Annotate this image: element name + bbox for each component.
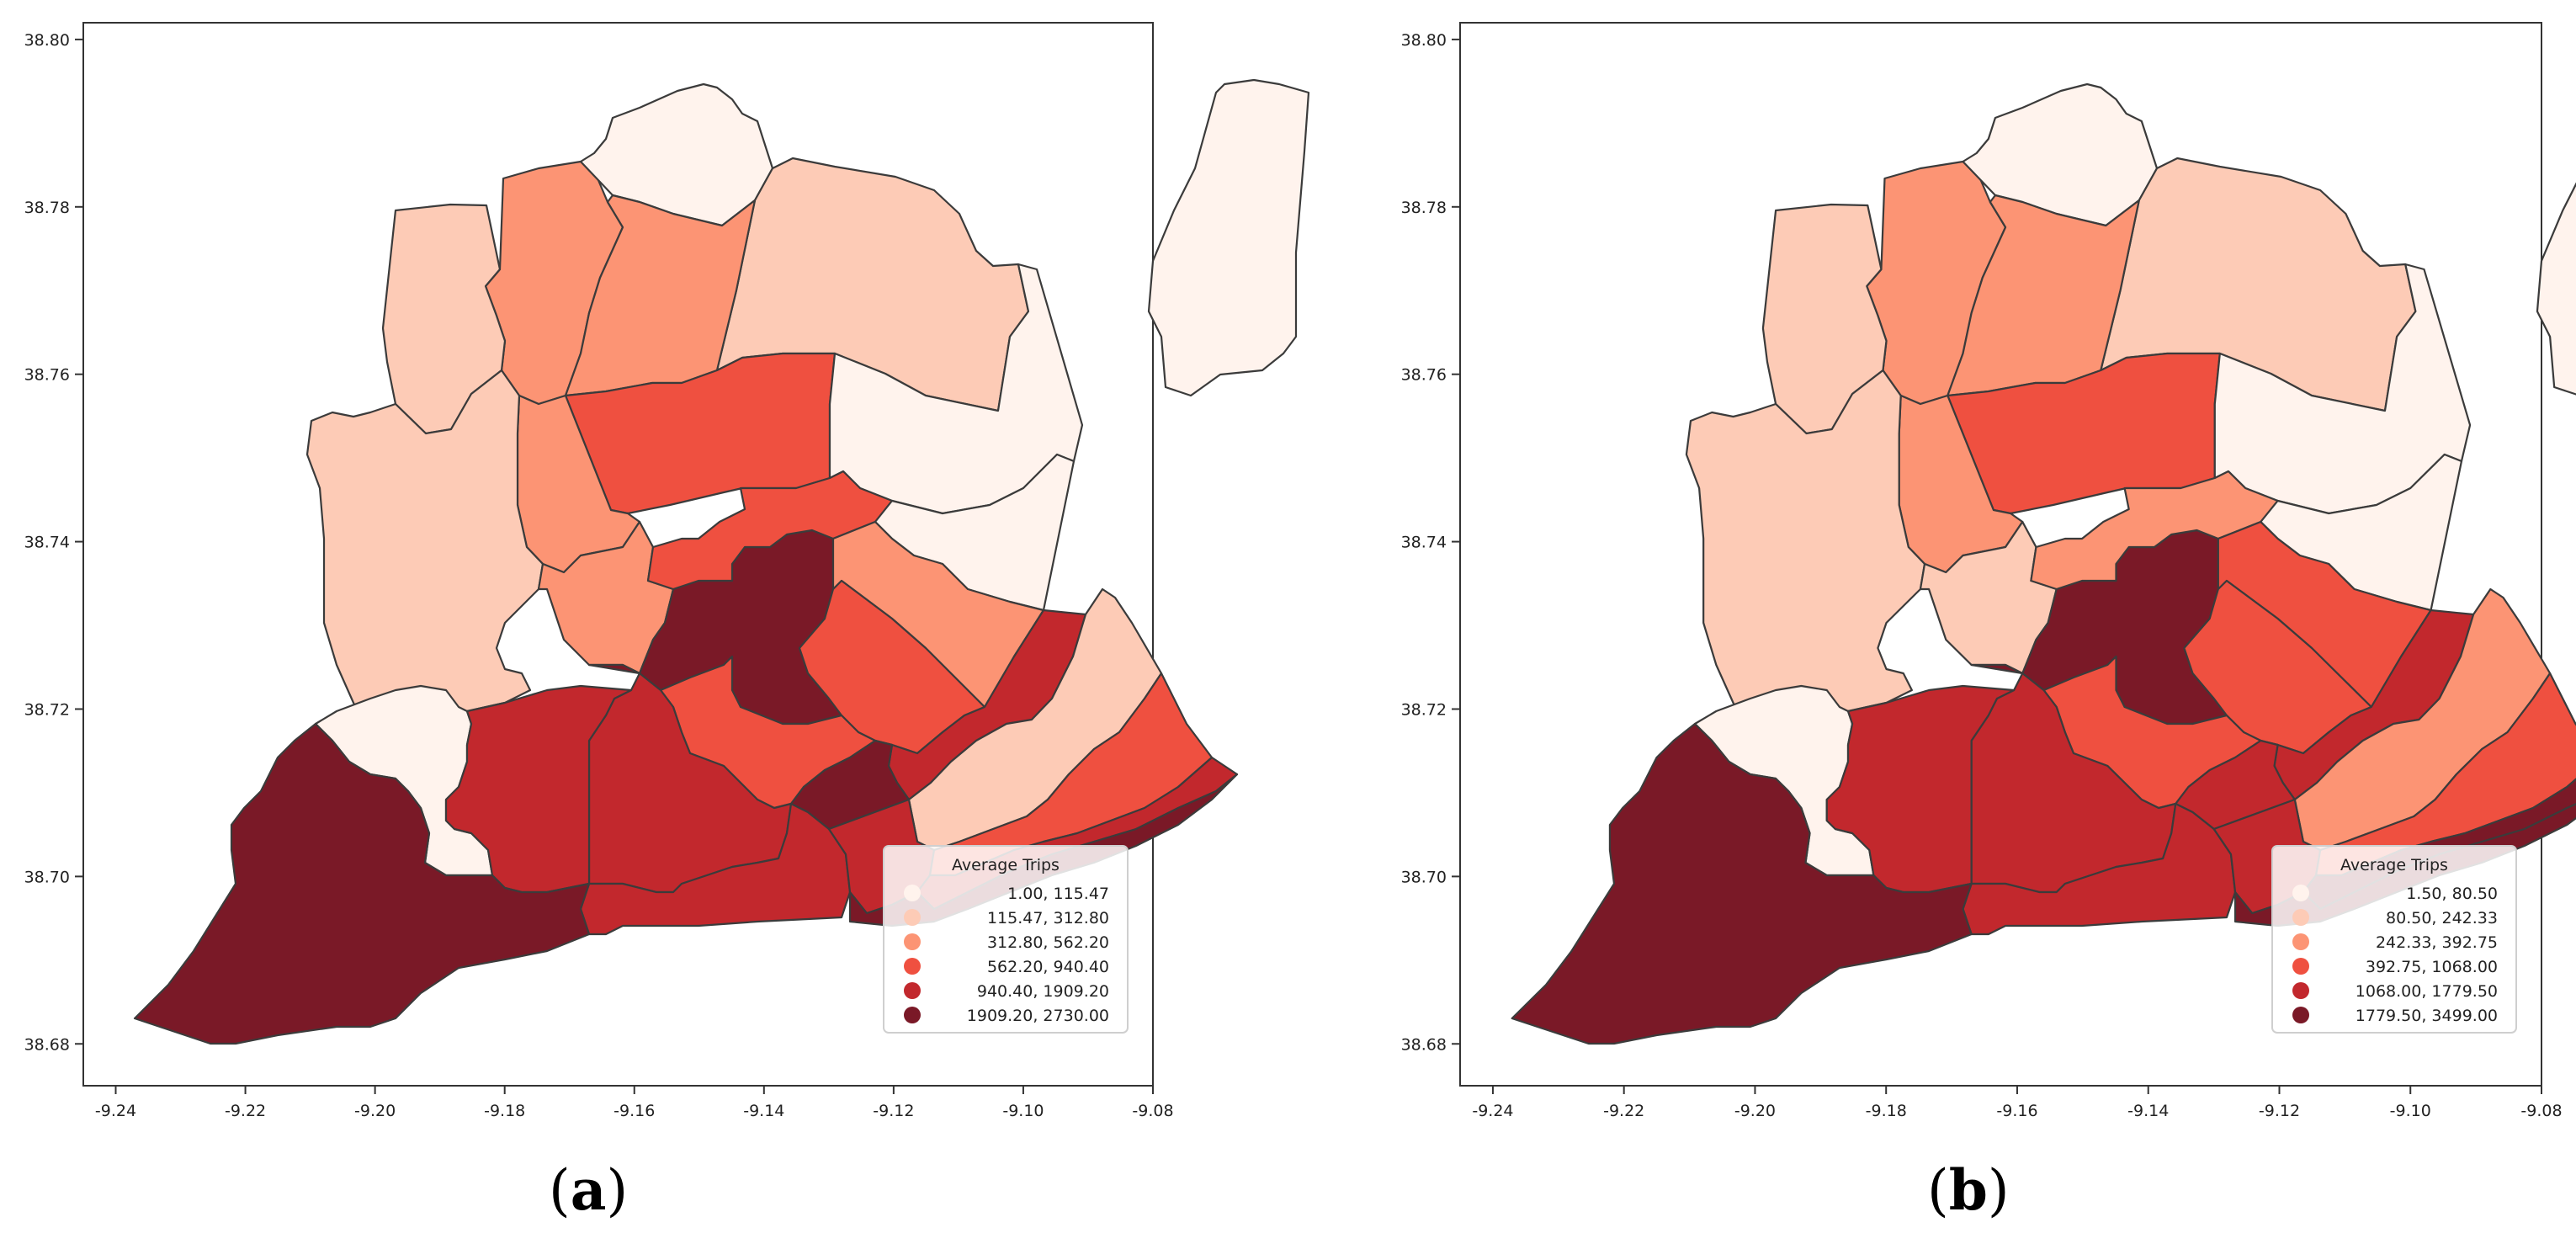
x-tick-label: -9.12 [873, 1102, 914, 1120]
y-tick-label: 38.80 [1401, 31, 1447, 50]
x-tick-label: -9.18 [1866, 1102, 1907, 1120]
panel-label-b: (b) [1927, 1157, 2010, 1223]
parish-region [305, 369, 544, 742]
legend-swatch [2292, 982, 2309, 999]
legend: Average Trips 1.00, 115.47 115.47, 312.80 3… [883, 845, 1129, 1034]
parish-region [133, 722, 591, 1045]
parish-region [1147, 78, 1310, 397]
legend-swatch [904, 982, 921, 999]
legend-label: 392.75, 1068.00 [2366, 958, 2498, 976]
map-panel-b: 38.68 38.70 38.72 38.74 38.76 38.78 38.80 -9.24… [1401, 22, 2576, 1120]
legend-swatch [904, 909, 921, 926]
legend-label: 1779.50, 3499.00 [2356, 1007, 2498, 1025]
legend-box [883, 845, 1129, 1034]
y-tick-label: 38.78 [1401, 199, 1447, 217]
x-tick-label: -9.16 [1996, 1102, 2037, 1120]
legend-label: 115.47, 312.80 [987, 909, 1109, 927]
x-tick-label: -9.22 [1603, 1102, 1644, 1120]
axes-frame [82, 22, 1154, 1087]
x-tick-label: -9.22 [225, 1102, 266, 1120]
parish-region [2536, 182, 2576, 396]
parish-region [1825, 684, 2016, 894]
parish-region [646, 470, 894, 591]
legend-title: Average Trips [2340, 856, 2448, 874]
axes-frame [1459, 22, 2542, 1087]
y-tick-label: 38.68 [1401, 1035, 1447, 1054]
x-tick-label: -9.10 [2390, 1102, 2431, 1120]
x-tick-label: -9.08 [1132, 1102, 1173, 1120]
legend-label: 1068.00, 1779.50 [2356, 982, 2498, 1001]
legend-swatch [2292, 1007, 2309, 1023]
legend-label: 1.50, 80.50 [2406, 885, 2498, 903]
legend-swatch [904, 1007, 921, 1023]
legend-box [2271, 845, 2517, 1034]
x-tick-label: -9.24 [1472, 1102, 1513, 1120]
y-tick-label: 38.78 [24, 199, 70, 217]
parish-region [1685, 369, 1926, 742]
y-tick-label: 38.74 [24, 534, 70, 552]
x-tick-label: -9.12 [2259, 1102, 2300, 1120]
legend-title: Average Trips [952, 856, 1060, 874]
y-tick-label: 38.76 [24, 366, 70, 385]
legend-label: 80.50, 242.33 [2386, 909, 2498, 927]
legend-label: 1909.20, 2730.00 [967, 1007, 1109, 1025]
legend: Average Trips 1.50, 80.50 80.50, 242.33 242… [2271, 845, 2517, 1034]
legend-swatch [904, 933, 921, 950]
parish-regions [133, 78, 1310, 1045]
parish-regions [1511, 82, 2576, 1045]
y-tick-label: 38.68 [24, 1035, 70, 1054]
legend-label: 312.80, 562.20 [987, 933, 1109, 952]
y-tick-label: 38.72 [1401, 700, 1447, 719]
y-tick-label: 38.76 [1401, 366, 1447, 385]
parish-region [444, 684, 633, 894]
map-panel-a: 38.68 38.70 38.72 38.74 38.76 38.78 38.80 -9.24… [24, 22, 1310, 1120]
legend-swatch [904, 885, 921, 901]
legend-swatch [2292, 933, 2309, 950]
parish-region [2030, 470, 2279, 591]
x-tick-label: -9.18 [484, 1102, 525, 1120]
parish-region [1511, 722, 1973, 1045]
legend-swatch [2292, 958, 2309, 975]
x-tick-label: -9.16 [613, 1102, 655, 1120]
x-tick-label: -9.10 [1002, 1102, 1044, 1120]
y-tick-label: 38.74 [1401, 534, 1447, 552]
y-tick-label: 38.80 [24, 31, 70, 50]
legend-label: 940.40, 1909.20 [977, 982, 1109, 1001]
legend-label: 562.20, 940.40 [987, 958, 1109, 976]
legend-swatch [904, 958, 921, 975]
x-tick-label: -9.14 [2127, 1102, 2169, 1120]
legend-swatch [2292, 909, 2309, 926]
y-tick-label: 38.72 [24, 700, 70, 719]
legend-label: 242.33, 392.75 [2376, 933, 2498, 952]
legend-swatch [2292, 885, 2309, 901]
panel-label-a: (a) [549, 1157, 629, 1223]
x-tick-label: -9.14 [743, 1102, 784, 1120]
x-tick-label: -9.20 [1734, 1102, 1776, 1120]
x-tick-label: -9.24 [95, 1102, 136, 1120]
legend-label: 1.00, 115.47 [1007, 885, 1109, 903]
x-tick-label: -9.08 [2520, 1102, 2562, 1120]
y-tick-label: 38.70 [1401, 868, 1447, 886]
x-tick-label: -9.20 [354, 1102, 396, 1120]
y-tick-label: 38.70 [24, 868, 70, 886]
